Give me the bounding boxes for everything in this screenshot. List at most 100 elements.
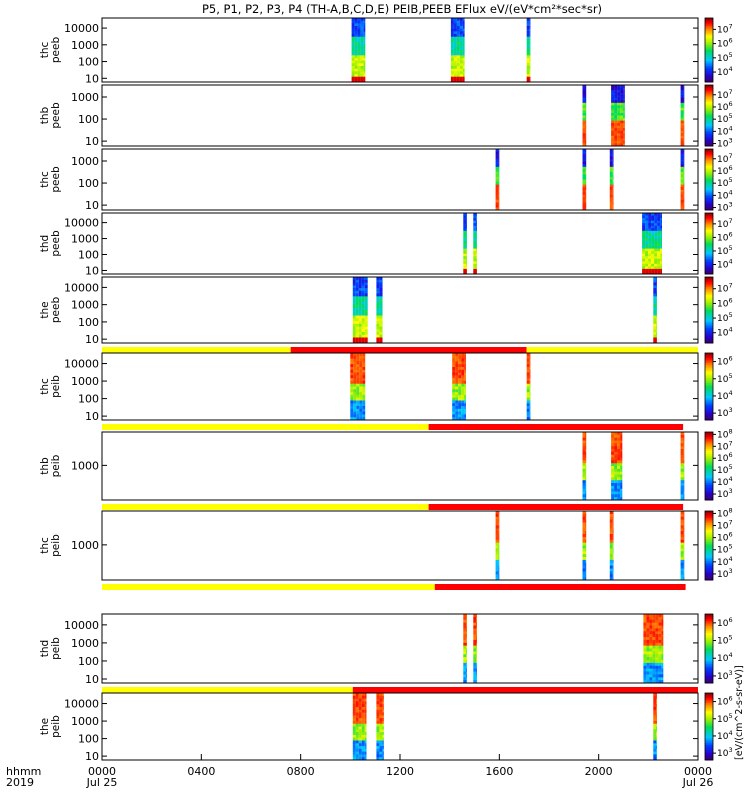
spectrogram-band — [473, 213, 477, 275]
y-tick-label: 1000 — [71, 155, 99, 168]
colorbar-tick-label: 105 — [717, 112, 733, 125]
panel-frame — [101, 17, 699, 83]
mode-bar — [102, 424, 684, 430]
colorbar-tick-label: 106 — [717, 296, 733, 309]
y-tick-label: 10000 — [64, 698, 99, 711]
mode-bar-segment — [434, 584, 686, 590]
y-tick-label: 1000 — [71, 39, 99, 52]
time-axis-label: hhmm — [6, 765, 41, 778]
y-axis-label: thb — [39, 457, 51, 475]
colorbar-tick-label: 107 — [717, 22, 733, 35]
colorbar-tick-label: 104 — [717, 555, 733, 568]
colorbar-tick-label: 104 — [717, 124, 733, 137]
spectrogram-band — [376, 277, 383, 344]
panel-frame — [101, 613, 699, 684]
colorbar-tick-label: 105 — [717, 543, 733, 556]
colorbar-tick-label: 107 — [717, 88, 733, 101]
panel: 10 100 1000 10000 the peib 103 104 105 106 — [39, 692, 733, 763]
y-tick-label: 1000 — [71, 91, 99, 104]
y-tick-label: 100 — [78, 655, 99, 668]
panel-frame — [101, 431, 699, 501]
colorbar-tick-label: 106 — [717, 164, 733, 177]
colorbar-tick-label: 103 — [717, 567, 733, 580]
x-tick-label: 0800 — [287, 765, 315, 778]
spectrogram-band — [653, 693, 657, 761]
y-axis-label: thc — [39, 378, 51, 395]
colorbar: 103 104 105 106 — [704, 613, 733, 684]
y-tick-label: 1000 — [71, 637, 99, 650]
y-tick-label: 100 — [78, 113, 99, 126]
mode-bar — [102, 347, 698, 353]
panel-frame — [101, 212, 699, 275]
y-tick-label: 10 — [85, 135, 99, 148]
spectrogram-band — [680, 432, 685, 501]
y-axis-label: peib — [50, 715, 62, 738]
y-tick-label: 100 — [78, 316, 99, 329]
y-axis-label: thd — [39, 640, 51, 657]
colorbar-tick-label: 105 — [717, 311, 733, 324]
y-tick-label: 10000 — [64, 22, 99, 35]
y-tick-label: 1000 — [71, 375, 99, 388]
colorbar-tick-label: 106 — [717, 616, 733, 629]
panel-frame — [101, 148, 699, 211]
spectrogram-band — [609, 511, 614, 581]
colorbar-tick-label: 106 — [717, 531, 733, 544]
panel-frame — [101, 510, 699, 581]
colorbar-tick-label: 104 — [717, 258, 733, 271]
panel: 10 100 1000 10000 thd peib 103 104 105 106 — [39, 613, 733, 693]
spectrogram-band — [352, 693, 367, 761]
y-axis-label: thc — [39, 171, 51, 188]
y-axis-label: thd — [39, 235, 51, 252]
y-tick-label: 1000 — [71, 459, 99, 472]
colorbar-tick-label: 103 — [717, 487, 733, 500]
y-tick-label: 10000 — [64, 217, 99, 230]
panel-frame — [101, 352, 699, 421]
mode-bar-segment — [102, 424, 429, 430]
y-axis-label: peib — [50, 637, 62, 660]
mode-bar-segment — [102, 347, 291, 353]
y-axis-label: peib — [50, 454, 62, 477]
y-axis-label: the — [39, 301, 51, 318]
y-tick-label: 1000 — [71, 539, 99, 552]
colorbar-tick-label: 107 — [717, 282, 733, 295]
y-tick-label: 100 — [78, 393, 99, 406]
colorbar: 103 104 105 106 — [704, 352, 733, 421]
x-date-label: Jul 25 — [86, 776, 118, 789]
panel-frame — [101, 84, 699, 147]
time-axis-label: 2019 — [6, 776, 34, 789]
y-axis-label: peib — [50, 375, 62, 398]
y-axis-label: thc — [39, 42, 51, 59]
colorbar-tick-label: 104 — [717, 729, 733, 742]
mode-bar-segment — [352, 687, 698, 693]
y-tick-label: 100 — [78, 177, 99, 190]
colorbar-tick-label: 103 — [717, 669, 733, 682]
mode-bar-segment — [102, 504, 429, 510]
y-tick-label: 1000 — [71, 715, 99, 728]
colorbar-tick-label: 106 — [717, 355, 733, 368]
spectrogram-band — [611, 85, 625, 147]
x-tick-label: 0000 — [88, 765, 116, 778]
spectrogram-band — [582, 511, 587, 581]
colorbar-tick-label: 106 — [717, 37, 733, 50]
y-tick-label: 10 — [85, 264, 99, 277]
spectrogram-band — [680, 511, 685, 581]
y-tick-label: 10 — [85, 72, 99, 85]
spectrogram-band — [450, 18, 465, 83]
spectrogram-band — [582, 85, 587, 147]
spectrogram-band — [582, 149, 587, 211]
colorbar-tick-label: 104 — [717, 651, 733, 664]
x-tick-label: 0000 — [684, 765, 712, 778]
colorbar-tick-label: 104 — [717, 326, 733, 339]
x-tick-label: 0400 — [187, 765, 215, 778]
colorbar-tick-label: 105 — [717, 712, 733, 725]
mode-bar — [102, 504, 684, 510]
y-tick-label: 1000 — [71, 299, 99, 312]
y-tick-label: 10 — [85, 673, 99, 686]
mode-bar — [102, 584, 686, 590]
y-tick-label: 100 — [78, 249, 99, 262]
